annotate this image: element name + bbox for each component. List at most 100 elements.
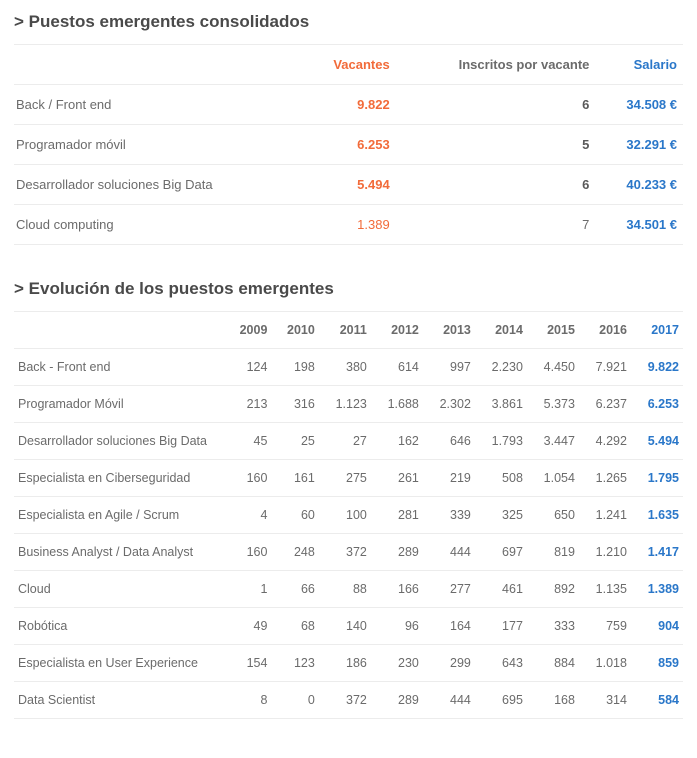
- cell-value: 66: [271, 571, 318, 608]
- cell-value: 96: [371, 608, 423, 645]
- cell-value: 1.135: [579, 571, 631, 608]
- cell-value: 643: [475, 645, 527, 682]
- cell-value: 88: [319, 571, 371, 608]
- cell-value: 45: [224, 423, 271, 460]
- row-label: Especialista en Agile / Scrum: [14, 497, 224, 534]
- col-year: 2013: [423, 312, 475, 349]
- cell-value: 3.447: [527, 423, 579, 460]
- cell-value: 248: [271, 534, 318, 571]
- cell-value: 4.292: [579, 423, 631, 460]
- section-gap: [14, 245, 683, 279]
- col-salario: Salario: [595, 45, 683, 85]
- cell-value: 1.265: [579, 460, 631, 497]
- cell-value: 299: [423, 645, 475, 682]
- cell-value: 444: [423, 534, 475, 571]
- cell-value: 277: [423, 571, 475, 608]
- cell-value: 1.123: [319, 386, 371, 423]
- row-label: Especialista en Ciberseguridad: [14, 460, 224, 497]
- cell-value: 0: [271, 682, 318, 719]
- cell-value: 7.921: [579, 349, 631, 386]
- section2-heading: > Evolución de los puestos emergentes: [14, 279, 683, 299]
- cell-value: 333: [527, 608, 579, 645]
- cell-value: 213: [224, 386, 271, 423]
- cell-value: 1.054: [527, 460, 579, 497]
- col-year: 2014: [475, 312, 527, 349]
- cell-value: 154: [224, 645, 271, 682]
- cell-value: 904: [631, 608, 683, 645]
- cell-value: 380: [319, 349, 371, 386]
- cell-inscritos: 5: [396, 125, 596, 165]
- cell-value: 1.389: [631, 571, 683, 608]
- row-label: Programador móvil: [14, 125, 300, 165]
- table-row: Programador móvil6.253532.291 €: [14, 125, 683, 165]
- consolidated-header-row: Vacantes Inscritos por vacante Salario: [14, 45, 683, 85]
- cell-value: 339: [423, 497, 475, 534]
- table-row: Desarrollador soluciones Big Data5.49464…: [14, 165, 683, 205]
- cell-value: 160: [224, 460, 271, 497]
- cell-vacantes: 6.253: [300, 125, 396, 165]
- col-blank: [14, 312, 224, 349]
- cell-value: 697: [475, 534, 527, 571]
- row-label: Programador Móvil: [14, 386, 224, 423]
- cell-value: 1.688: [371, 386, 423, 423]
- row-label: Robótica: [14, 608, 224, 645]
- cell-value: 261: [371, 460, 423, 497]
- cell-value: 168: [527, 682, 579, 719]
- evolution-table: 200920102011201220132014201520162017 Bac…: [14, 311, 683, 719]
- col-inscritos: Inscritos por vacante: [396, 45, 596, 85]
- row-label: Desarrollador soluciones Big Data: [14, 423, 224, 460]
- cell-value: 5.494: [631, 423, 683, 460]
- cell-value: 372: [319, 682, 371, 719]
- section1-heading: > Puestos emergentes consolidados: [14, 12, 683, 32]
- row-label: Cloud: [14, 571, 224, 608]
- table-row: Data Scientist80372289444695168314584: [14, 682, 683, 719]
- table-row: Programador Móvil2133161.1231.6882.3023.…: [14, 386, 683, 423]
- cell-value: 1.793: [475, 423, 527, 460]
- cell-value: 1.210: [579, 534, 631, 571]
- col-year: 2012: [371, 312, 423, 349]
- cell-value: 123: [271, 645, 318, 682]
- cell-value: 508: [475, 460, 527, 497]
- row-label: Desarrollador soluciones Big Data: [14, 165, 300, 205]
- cell-value: 289: [371, 534, 423, 571]
- cell-value: 316: [271, 386, 318, 423]
- cell-salario: 34.508 €: [595, 85, 683, 125]
- cell-salario: 34.501 €: [595, 205, 683, 245]
- cell-value: 8: [224, 682, 271, 719]
- cell-value: 1.795: [631, 460, 683, 497]
- cell-value: 859: [631, 645, 683, 682]
- cell-value: 186: [319, 645, 371, 682]
- cell-value: 372: [319, 534, 371, 571]
- cell-value: 461: [475, 571, 527, 608]
- cell-value: 759: [579, 608, 631, 645]
- cell-value: 6.253: [631, 386, 683, 423]
- cell-vacantes: 1.389: [300, 205, 396, 245]
- row-label: Especialista en User Experience: [14, 645, 224, 682]
- cell-value: 650: [527, 497, 579, 534]
- col-year: 2016: [579, 312, 631, 349]
- table-row: Cloud computing1.389734.501 €: [14, 205, 683, 245]
- cell-value: 27: [319, 423, 371, 460]
- cell-value: 444: [423, 682, 475, 719]
- cell-value: 5.373: [527, 386, 579, 423]
- cell-value: 219: [423, 460, 475, 497]
- table-row: Business Analyst / Data Analyst160248372…: [14, 534, 683, 571]
- cell-value: 25: [271, 423, 318, 460]
- cell-value: 162: [371, 423, 423, 460]
- cell-value: 1.018: [579, 645, 631, 682]
- cell-value: 6.237: [579, 386, 631, 423]
- cell-vacantes: 9.822: [300, 85, 396, 125]
- table-row: Back - Front end1241983806149972.2304.45…: [14, 349, 683, 386]
- cell-value: 4: [224, 497, 271, 534]
- consolidated-table: Vacantes Inscritos por vacante Salario B…: [14, 44, 683, 245]
- cell-value: 584: [631, 682, 683, 719]
- cell-inscritos: 7: [396, 205, 596, 245]
- cell-value: 614: [371, 349, 423, 386]
- cell-vacantes: 5.494: [300, 165, 396, 205]
- row-label: Cloud computing: [14, 205, 300, 245]
- table-row: Especialista en Ciberseguridad1601612752…: [14, 460, 683, 497]
- cell-inscritos: 6: [396, 85, 596, 125]
- cell-value: 1.417: [631, 534, 683, 571]
- cell-value: 161: [271, 460, 318, 497]
- table-row: Especialista en User Experience154123186…: [14, 645, 683, 682]
